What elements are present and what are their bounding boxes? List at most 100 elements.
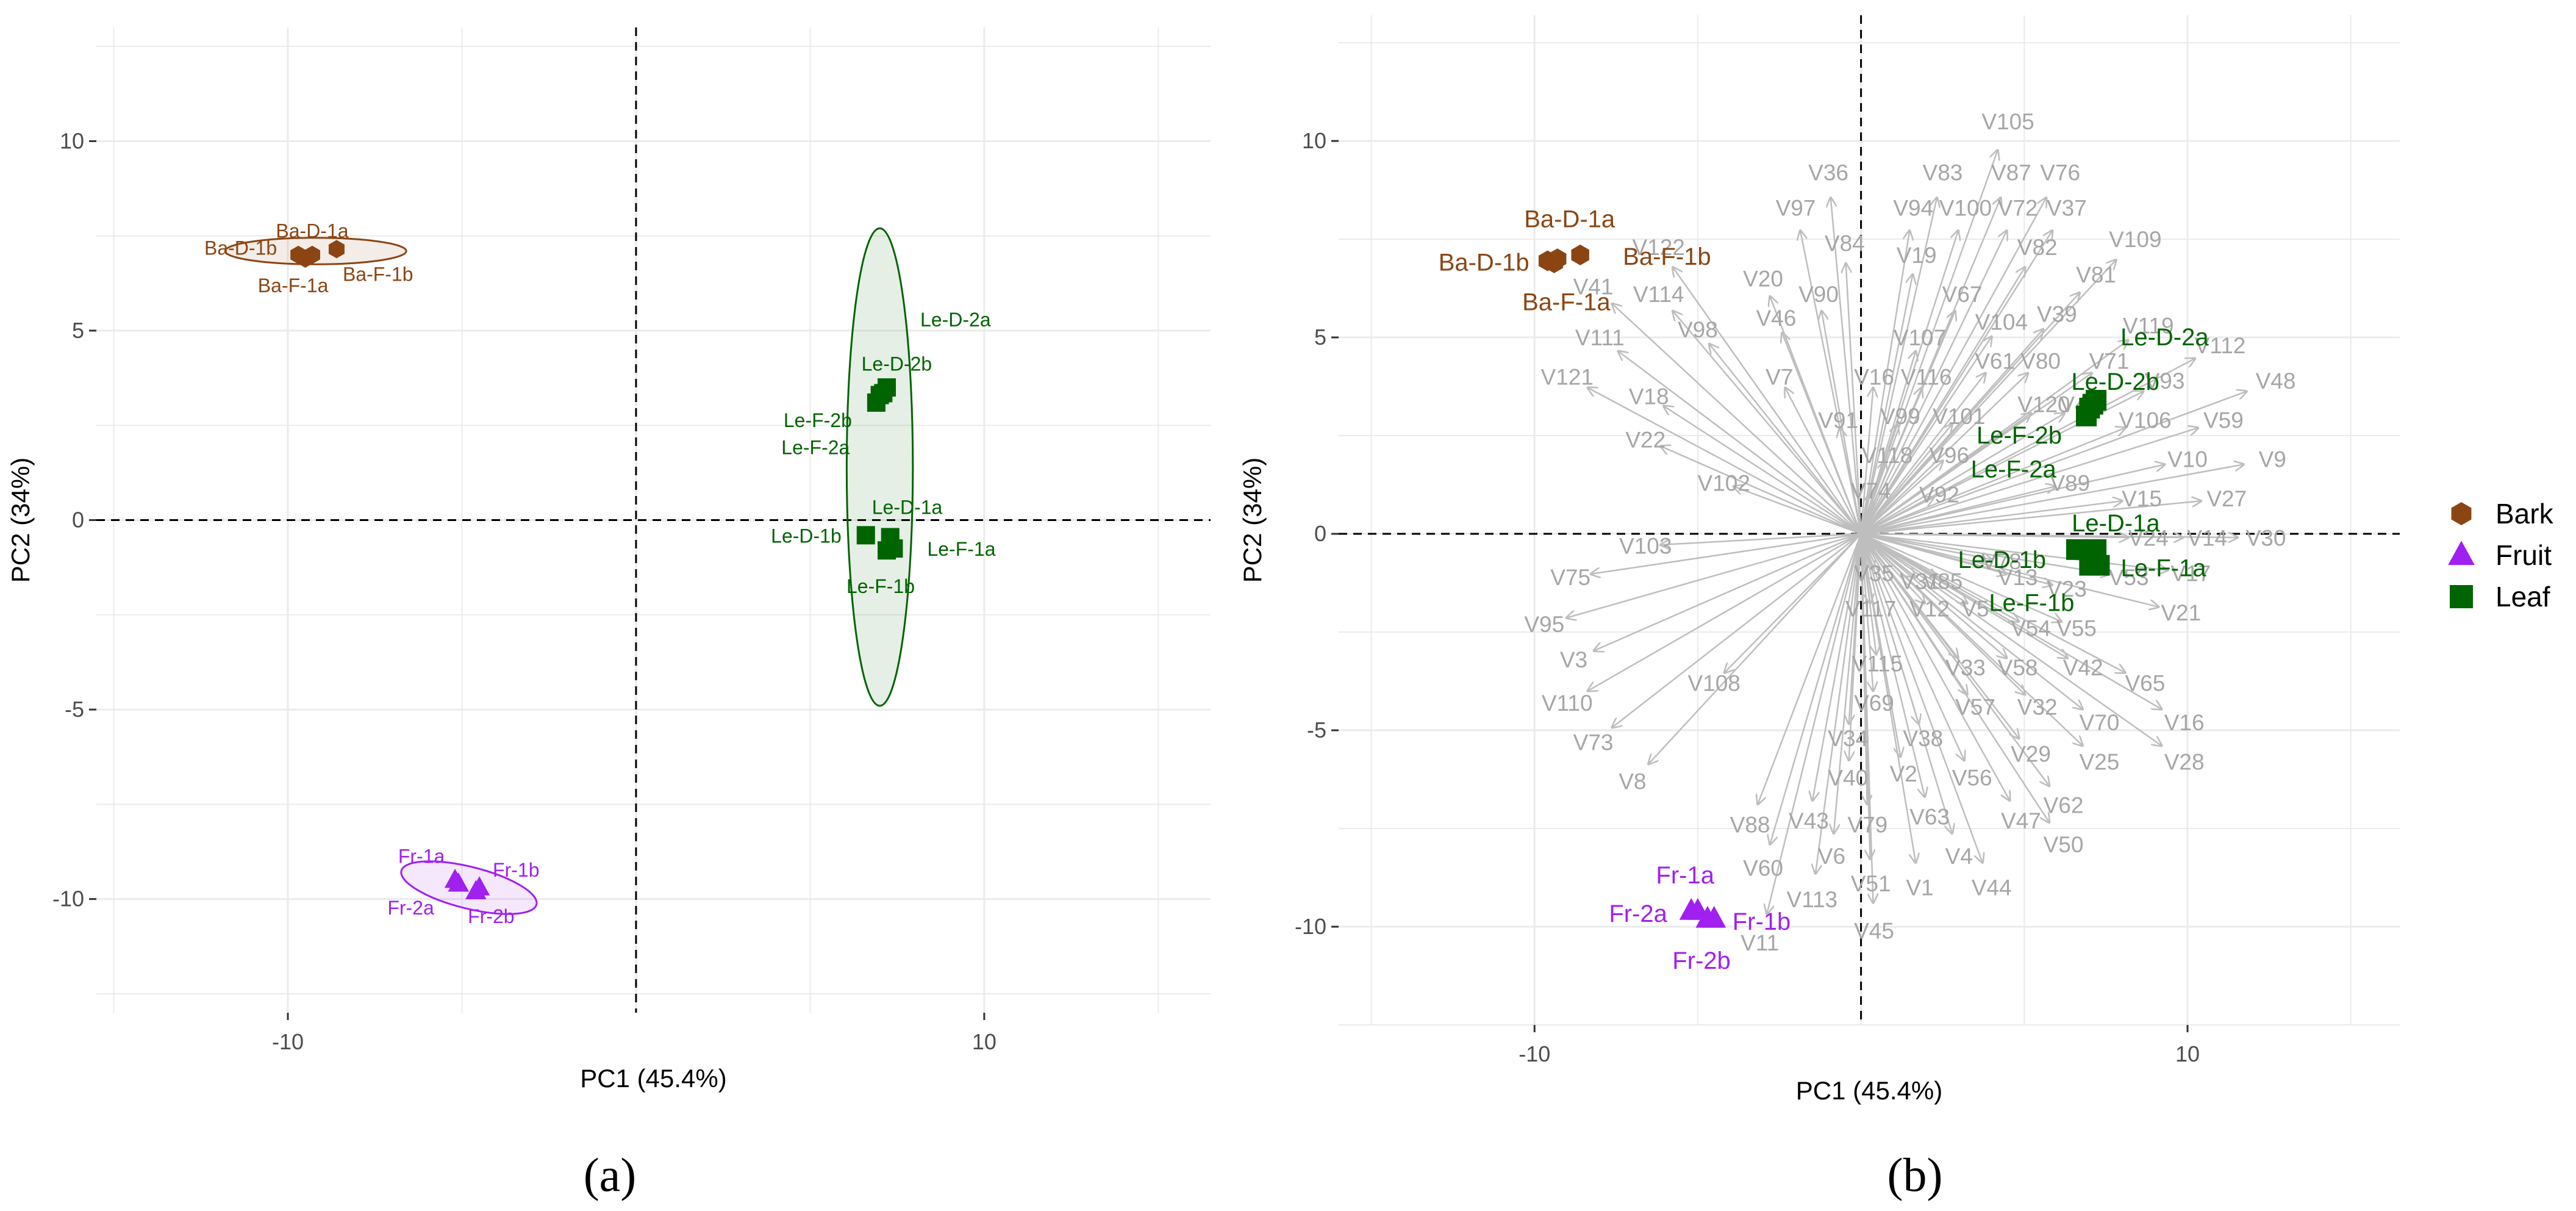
- point-label-ba-d-1a: Ba-D-1a: [276, 220, 348, 242]
- loading-arrow-v122: [1673, 267, 1862, 534]
- loading-arrow-v58: [1860, 533, 2007, 658]
- variable-label-v31: V31: [1900, 569, 1940, 594]
- loading-arrow-v80: [1860, 373, 2028, 534]
- point-label-le-f-1b: Le-F-1b: [846, 575, 915, 597]
- variable-label-v11: V11: [1741, 930, 1779, 955]
- variable-label-v98: V98: [1678, 317, 1718, 342]
- legend-label-leaf: Leaf: [2496, 581, 2550, 613]
- variable-label-v22: V22: [1625, 427, 1665, 452]
- loading-arrow-v12: [1860, 533, 1925, 603]
- variable-label-v14: V14: [2187, 525, 2227, 550]
- loading-arrow-v72: [1860, 231, 2007, 534]
- variable-label-v46: V46: [1756, 306, 1796, 331]
- variable-label-v81: V81: [2076, 262, 2116, 287]
- loading-arrow-v9: [1861, 464, 2244, 535]
- loading-arrow-v70: [1860, 533, 2083, 709]
- variable-label-v102: V102: [1698, 470, 1750, 495]
- loading-arrow-v17: [1861, 533, 2168, 570]
- variable-label-v69: V69: [1854, 691, 1894, 716]
- variable-label-v20: V20: [1743, 266, 1783, 291]
- variable-label-v116: V116: [1901, 364, 1952, 389]
- variable-label-v34: V34: [1828, 726, 1868, 751]
- point-label-fr-1b: Fr-1b: [493, 859, 539, 881]
- y-tick-label: -5: [1307, 717, 1326, 742]
- variable-label-v3: V3: [1560, 647, 1587, 672]
- loading-arrow-v11: [1767, 533, 1862, 914]
- variable-label-v91: V91: [1818, 408, 1858, 433]
- x-axis-title: PC1 (45.4%): [1796, 1076, 1942, 1105]
- variable-label-v62: V62: [2044, 792, 2084, 818]
- variable-label-v32: V32: [2017, 694, 2058, 719]
- loading-arrow-v18: [1664, 406, 1862, 535]
- variable-label-v97: V97: [1776, 196, 1816, 221]
- variable-label-v50: V50: [2044, 832, 2084, 857]
- loading-arrow-v28: [1860, 533, 2162, 746]
- loading-arrow-v96: [1860, 461, 1943, 534]
- loading-arrow-v111: [1618, 351, 1862, 535]
- loading-arrow-v44: [1860, 413, 2065, 535]
- point-label-fr-2b: Fr-2b: [468, 905, 514, 927]
- point-ba-f-1b: [1571, 244, 1589, 265]
- variable-label-v41: V41: [1573, 274, 1614, 299]
- loading-arrow-v46: [1782, 333, 1862, 534]
- point-label-le-d-1b: Le-D-1b: [771, 525, 842, 547]
- loading-arrow-v112: [1861, 359, 2195, 535]
- loading-arrow-v115: [1860, 533, 1877, 655]
- loading-arrow-v73: [1612, 533, 1862, 727]
- loading-arrow-v3: [1594, 533, 1862, 651]
- loading-arrow-v1: [1860, 533, 1916, 863]
- variable-label-v60: V60: [1743, 855, 1783, 880]
- variable-label-v16: V16: [1854, 364, 1894, 389]
- point-label-ba-d-1b: Ba-D-1b: [1439, 249, 1530, 276]
- point-label-le-f-1a: Le-F-1a: [927, 538, 995, 560]
- x-tick-label: 10: [2175, 1041, 2200, 1066]
- loading-arrow-v19: [1860, 275, 1913, 534]
- loading-arrow-v83: [1860, 198, 1937, 534]
- point-label-ba-f-1a: Ba-F-1a: [258, 275, 329, 296]
- variable-label-v65: V65: [2125, 671, 2165, 696]
- variable-label-v21: V21: [2161, 600, 2201, 625]
- y-tick-label: 0: [72, 508, 84, 533]
- variable-label-v16: V16: [2164, 710, 2205, 735]
- loading-arrow-v90: [1822, 311, 1862, 534]
- loading-arrow-v101: [1860, 424, 1952, 534]
- point-label-le-d-2b: Le-D-2b: [862, 353, 932, 375]
- loading-arrow-v53: [1861, 533, 2110, 574]
- variable-label-v59: V59: [2203, 408, 2244, 433]
- variable-label-v96: V96: [1929, 443, 1969, 468]
- point-label-fr-2a: Fr-2a: [387, 897, 434, 919]
- loading-arrow-v95: [1567, 533, 1861, 618]
- variable-label-v9: V9: [2259, 447, 2286, 472]
- loading-arrow-v22: [1661, 446, 1862, 535]
- variable-label-v118: V118: [1862, 443, 1913, 468]
- loading-arrow-v4: [1860, 533, 1952, 833]
- y-tick-label: 0: [1314, 521, 1326, 546]
- loading-arrow-v48: [1861, 391, 2247, 535]
- loading-arrow-v6: [1834, 533, 1862, 833]
- loading-arrow-v45: [1860, 533, 1873, 903]
- variable-label-v37: V37: [2047, 196, 2087, 221]
- y-axis-title: PC2 (34%): [6, 458, 35, 583]
- variable-label-v53: V53: [2109, 565, 2149, 590]
- variable-label-v101: V101: [1933, 404, 1985, 429]
- legend: Bark Fruit Leaf: [2448, 498, 2554, 613]
- loading-arrow-v47: [1860, 533, 2010, 800]
- variable-label-v95: V95: [1524, 612, 1564, 637]
- panel-b-pca-biplot: -10 10 10 5 0 -5 -10 PC1 (45.4%) PC2 (34%) V105 V8…: [1238, 15, 2400, 1105]
- loading-arrow-v103: [1661, 533, 1861, 545]
- point-label-le-d-2a: Le-D-2a: [920, 309, 991, 331]
- variable-label-v100: V100: [1939, 196, 1992, 221]
- variable-label-v90: V90: [1798, 282, 1839, 307]
- variable-label-v48: V48: [2256, 368, 2296, 393]
- variable-label-v84: V84: [1825, 231, 1865, 256]
- variable-label-v12: V12: [1909, 596, 1950, 621]
- loading-arrow-v109: [1860, 260, 2116, 534]
- point-label-le-d-1b: Le-D-1b: [1958, 547, 2046, 573]
- point-label-le-f-2b: Le-F-2b: [1977, 422, 2062, 449]
- point-le-f-1b: [878, 541, 896, 560]
- variable-label-v61: V61: [1975, 349, 2015, 374]
- variable-label-v103: V103: [1619, 533, 1672, 558]
- variable-label-v33: V33: [1945, 655, 1986, 680]
- loading-arrow-v82: [1860, 267, 2025, 534]
- loading-arrow-v15: [1861, 501, 2122, 535]
